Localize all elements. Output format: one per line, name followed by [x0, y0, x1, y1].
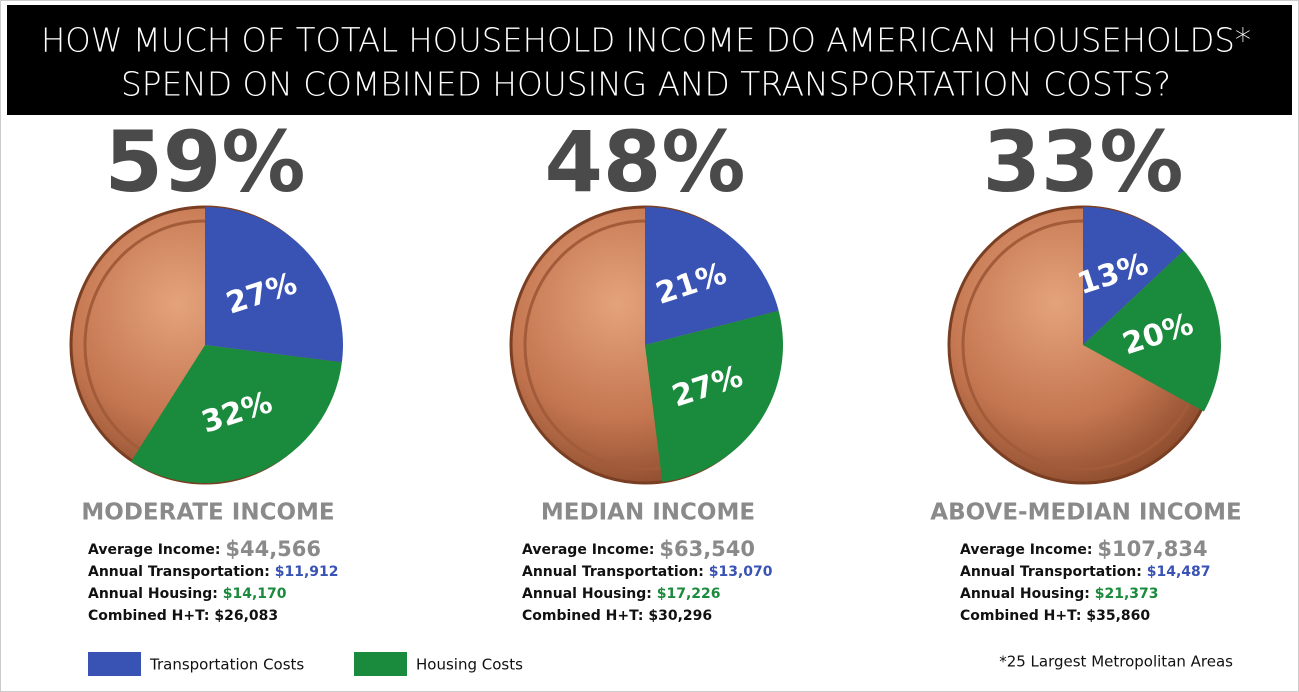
detail-line: Combined H+T: $35,860 [960, 608, 1150, 624]
detail-label: Annual Transportation: [960, 564, 1142, 580]
legend-swatch [88, 652, 141, 676]
detail-value: $11,912 [275, 564, 339, 580]
pie-slice [1083, 250, 1221, 412]
detail-line: Average Income: $44,566 [88, 537, 321, 561]
big-percent: 48% [544, 113, 745, 211]
big-percent: 33% [982, 113, 1183, 211]
detail-line: Annual Transportation: $13,070 [522, 564, 773, 580]
detail-value: $14,170 [223, 586, 287, 602]
income-group: MODERATE INCOME [81, 500, 334, 526]
detail-label: Combined H+T: [960, 608, 1082, 624]
pie-slice [645, 207, 779, 345]
detail-label: Annual Housing: [960, 586, 1090, 602]
detail-label: Annual Housing: [522, 586, 652, 602]
detail-value: $26,083 [214, 608, 278, 624]
detail-label: Annual Transportation: [88, 564, 270, 580]
detail-value: $17,226 [657, 586, 721, 602]
detail-line: Annual Housing: $17,226 [522, 586, 721, 602]
pie-slice [205, 207, 343, 363]
detail-line: Combined H+T: $26,083 [88, 608, 278, 624]
footnote: *25 Largest Metropolitan Areas [999, 653, 1233, 671]
detail-line: Average Income: $107,834 [960, 537, 1208, 561]
header-bar [7, 5, 1292, 115]
detail-line: Annual Transportation: $14,487 [960, 564, 1211, 580]
legend-swatch [354, 652, 407, 676]
detail-value: $14,487 [1147, 564, 1211, 580]
detail-label: Combined H+T: [88, 608, 210, 624]
detail-value: $35,860 [1086, 608, 1150, 624]
detail-label: Annual Housing: [88, 586, 218, 602]
detail-value: $21,373 [1095, 586, 1159, 602]
detail-line: Annual Housing: $14,170 [88, 586, 287, 602]
pie-slice [131, 345, 342, 483]
detail-label: Annual Transportation: [522, 564, 704, 580]
detail-value: $44,566 [225, 537, 321, 561]
legend-label: Transportation Costs [149, 656, 304, 674]
detail-line: Annual Transportation: $11,912 [88, 564, 339, 580]
detail-label: Combined H+T: [522, 608, 644, 624]
legend-label: Housing Costs [416, 656, 523, 674]
detail-value: $63,540 [659, 537, 755, 561]
income-group: MEDIAN INCOME [541, 500, 755, 526]
detail-value: $13,070 [709, 564, 773, 580]
detail-label: Average Income: [522, 542, 654, 558]
detail-line: Average Income: $63,540 [522, 537, 755, 561]
detail-line: Combined H+T: $30,296 [522, 608, 712, 624]
detail-label: Average Income: [88, 542, 220, 558]
detail-value: $30,296 [648, 608, 712, 624]
detail-label: Average Income: [960, 542, 1092, 558]
income-group: ABOVE-MEDIAN INCOME [930, 500, 1241, 526]
header-line: HOW MUCH OF TOTAL HOUSEHOLD INCOME DO AM… [41, 21, 1251, 60]
header-line: SPEND ON COMBINED HOUSING AND TRANSPORTA… [121, 65, 1171, 104]
pie-slice [1083, 207, 1184, 345]
detail-value: $107,834 [1097, 537, 1207, 561]
big-percent: 59% [104, 113, 305, 211]
pie-slice [645, 310, 783, 482]
detail-line: Annual Housing: $21,373 [960, 586, 1159, 602]
